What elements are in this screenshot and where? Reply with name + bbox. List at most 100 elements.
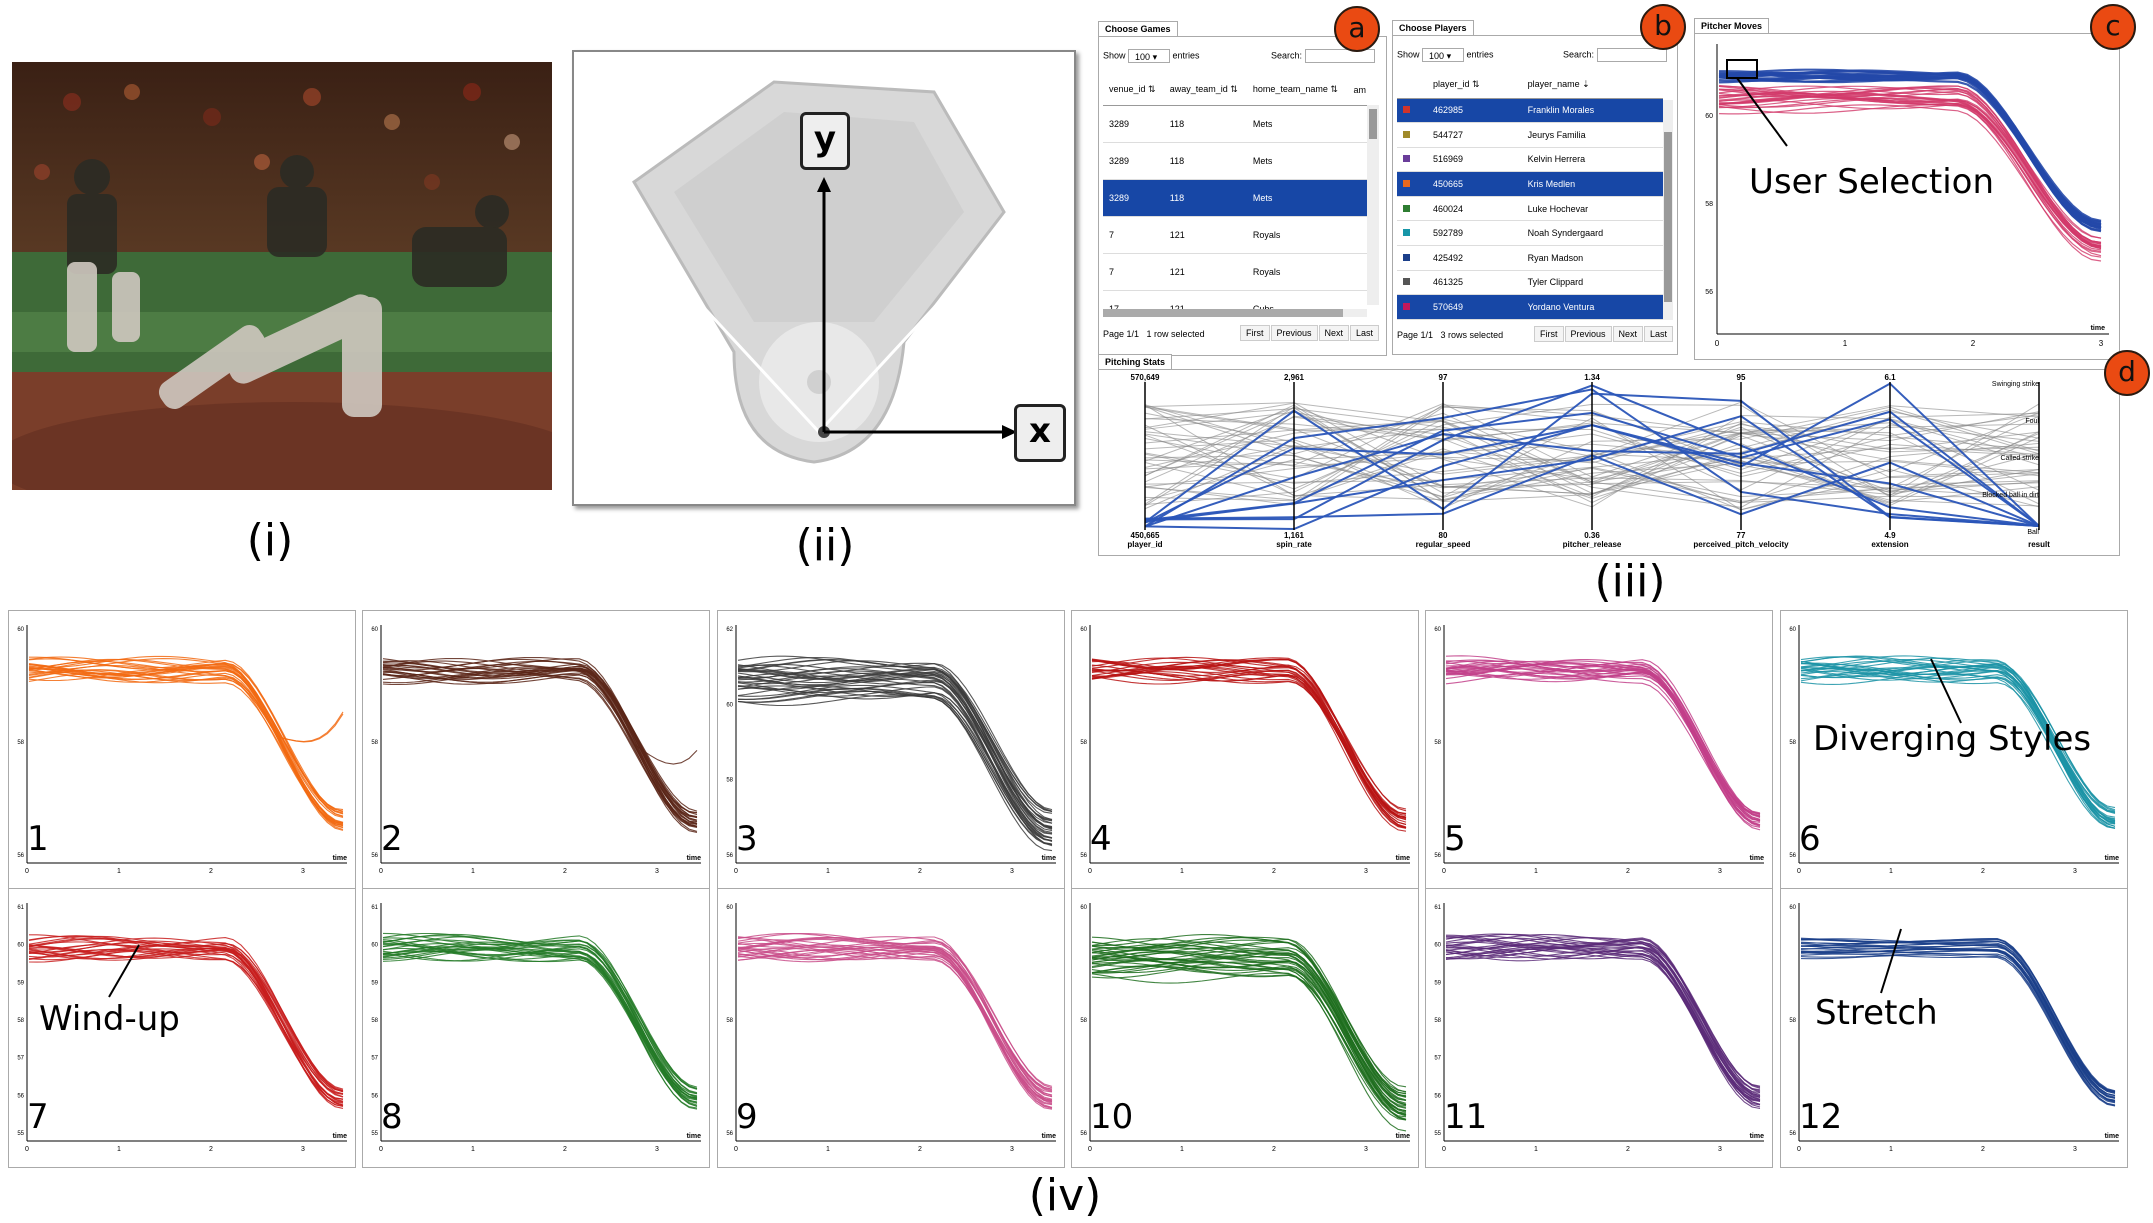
moves-y-tick: 56	[1705, 289, 1713, 296]
players-row[interactable]: 425492 Ryan Madson	[1397, 245, 1663, 271]
player-id-cell: 544727	[1427, 122, 1522, 148]
small-multiple-number: 12	[1799, 1097, 1843, 1137]
players-row[interactable]: 461325 Tyler Clippard	[1397, 270, 1663, 296]
players-last-button[interactable]: Last	[1644, 326, 1674, 342]
games-previous-button[interactable]: Previous	[1270, 325, 1318, 341]
mini-x-label: time	[333, 1133, 348, 1140]
games-search-input[interactable]	[1304, 49, 1375, 63]
players-row[interactable]: 450665 Kris Medlen	[1397, 171, 1663, 197]
mini-curve	[737, 687, 1053, 842]
games-col-venue-id[interactable]: venue_id ⇅	[1103, 75, 1164, 106]
mini-curve	[1445, 664, 1761, 822]
small-multiple-8[interactable]: 0 1 2 3 time 61 60 59 58 57 56 55 8	[362, 888, 710, 1168]
mini-x-tick: 0	[379, 1146, 383, 1153]
mini-curve	[737, 949, 1053, 1103]
games-hscroll-thumb[interactable]	[1103, 309, 1343, 317]
player-name-cell: Noah Syndergaard	[1521, 220, 1663, 247]
games-entries-select[interactable]: 100 ▾	[1128, 49, 1171, 63]
games-first-button[interactable]: First	[1240, 325, 1270, 341]
user-selection-box[interactable]	[1726, 59, 1758, 79]
players-scrollbar[interactable]	[1663, 100, 1673, 320]
players-col-player-name[interactable]: player_name ⇣	[1521, 72, 1663, 99]
games-row[interactable]: 3289 118 Mets	[1103, 142, 1367, 180]
players-row[interactable]: 460024 Luke Hochevar	[1397, 196, 1663, 222]
small-multiple-10[interactable]: 0 1 2 3 time 60 58 56 10	[1071, 888, 1419, 1168]
small-multiple-7[interactable]: 0 1 2 3 time 61 60 59 58 57 56 55 7 Wind-up	[8, 888, 356, 1168]
player-color-swatch	[1397, 147, 1427, 173]
mini-y-tick: 56	[726, 1131, 733, 1137]
players-row[interactable]: 544727 Jeurys Familia	[1397, 122, 1663, 148]
mini-curve	[1091, 960, 1407, 1114]
players-row[interactable]: 462985 Franklin Morales	[1397, 98, 1663, 124]
mini-curve	[1445, 660, 1761, 815]
mini-curve	[1445, 660, 1761, 818]
mini-curve	[382, 938, 698, 1099]
games-table-wrap: venue_id ⇅ away_team_id ⇅ home_team_name ⇅…	[1103, 75, 1367, 315]
games-scrollbar[interactable]	[1367, 105, 1379, 305]
players-row[interactable]: 516969 Kelvin Herrera	[1397, 147, 1663, 173]
players-row[interactable]: 570649 Yordano Ventura	[1397, 294, 1663, 320]
small-multiple-3[interactable]: 0 1 2 3 time 62 60 58 56 3	[717, 610, 1065, 890]
mini-curve	[382, 660, 698, 816]
games-col-away-team-id[interactable]: away_team_id ⇅	[1163, 75, 1247, 106]
small-multiple-5[interactable]: 0 1 2 3 time 60 58 56 5	[1425, 610, 1773, 890]
games-row[interactable]: 7 121 Royals	[1103, 216, 1367, 254]
moves-curve	[1718, 75, 2102, 233]
small-multiple-4[interactable]: 0 1 2 3 time 60 58 56 4	[1071, 610, 1419, 890]
mini-y-tick: 56	[17, 853, 24, 859]
mini-curve	[737, 666, 1053, 820]
small-multiple-number: 2	[381, 819, 403, 859]
players-previous-button[interactable]: Previous	[1564, 326, 1612, 342]
games-hscroll[interactable]	[1103, 309, 1367, 317]
mini-x-tick: 1	[1180, 1146, 1184, 1153]
stats-result-category: Ball	[2027, 529, 2039, 536]
mini-x-tick: 2	[1272, 868, 1276, 875]
stats-axis-top: 1.34	[1584, 373, 1600, 382]
games-row[interactable]: 7 121 Royals	[1103, 253, 1367, 291]
mini-curve	[1445, 950, 1761, 1110]
games-col-home-team-name[interactable]: home_team_name ⇅	[1246, 75, 1348, 106]
mini-curve	[1800, 656, 2116, 812]
games-row[interactable]: 3289 118 Mets	[1103, 179, 1367, 217]
games-cell	[1347, 253, 1367, 291]
stats-tab[interactable]: Pitching Stats	[1098, 354, 1173, 369]
games-next-button[interactable]: Next	[1318, 325, 1350, 341]
games-scroll-thumb[interactable]	[1369, 109, 1377, 139]
players-entries-select[interactable]: 100 ▾	[1422, 48, 1465, 62]
mini-curve	[28, 669, 344, 824]
mini-curve	[1445, 935, 1761, 1097]
games-col-am[interactable]: am	[1347, 75, 1367, 106]
games-cell	[1347, 105, 1367, 143]
players-row[interactable]: 592789 Noah Syndergaard	[1397, 220, 1663, 247]
players-panel: Show 100 ▾ entries Search: player_id ⇅ pl…	[1392, 35, 1678, 355]
mini-y-tick: 56	[1080, 853, 1087, 859]
mini-curve	[1091, 673, 1407, 832]
players-first-button[interactable]: First	[1534, 326, 1564, 342]
mini-y-tick: 60	[726, 702, 733, 708]
players-tab[interactable]: Choose Players	[1392, 20, 1474, 35]
mini-x-tick: 2	[1272, 1146, 1276, 1153]
small-multiple-9[interactable]: 0 1 2 3 time 60 58 56 9	[717, 888, 1065, 1168]
moves-curve	[1718, 98, 2102, 252]
games-row[interactable]: 3289 118 Mets	[1103, 105, 1367, 143]
mini-curve	[737, 942, 1053, 1102]
mini-curve	[1091, 950, 1407, 1107]
players-search-input[interactable]	[1596, 48, 1667, 62]
moves-tab[interactable]: Pitcher Moves	[1694, 18, 1770, 33]
small-multiple-12[interactable]: 0 1 2 3 time 60 58 56 12 Stretch	[1780, 888, 2128, 1168]
small-multiple-11[interactable]: 0 1 2 3 time 61 60 59 58 57 56 55 11	[1425, 888, 1773, 1168]
players-scroll-thumb[interactable]	[1664, 132, 1672, 302]
players-col-player-id[interactable]: player_id ⇅	[1427, 72, 1522, 99]
players-next-button[interactable]: Next	[1612, 326, 1644, 342]
small-multiple-2[interactable]: 0 1 2 3 time 60 58 56 2	[362, 610, 710, 890]
mini-curve	[382, 660, 698, 819]
small-multiple-1[interactable]: 0 1 2 3 time 60 58 56 1	[8, 610, 356, 890]
mini-x-tick: 0	[734, 1146, 738, 1153]
mini-curve	[28, 667, 344, 829]
games-tab[interactable]: Choose Games	[1098, 21, 1178, 36]
games-last-button[interactable]: Last	[1350, 325, 1380, 341]
mini-x-tick: 2	[563, 868, 567, 875]
small-multiple-6[interactable]: 0 1 2 3 time 60 58 56 6 Diverging Styles	[1780, 610, 2128, 890]
moves-chart[interactable]: 0 1 2 3 time 60 58 56	[1695, 34, 2119, 359]
